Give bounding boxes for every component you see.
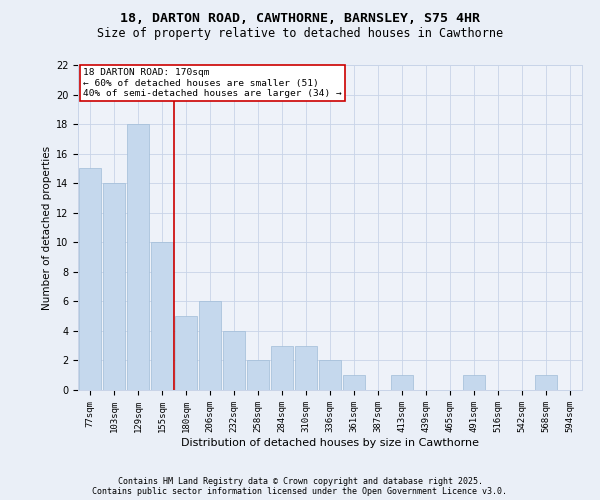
- Bar: [463, 375, 485, 390]
- Bar: [79, 168, 101, 390]
- Y-axis label: Number of detached properties: Number of detached properties: [41, 146, 52, 310]
- Bar: [103, 183, 125, 390]
- Bar: [343, 375, 365, 390]
- Bar: [247, 360, 269, 390]
- Bar: [535, 375, 557, 390]
- Bar: [271, 346, 293, 390]
- Bar: [127, 124, 149, 390]
- X-axis label: Distribution of detached houses by size in Cawthorne: Distribution of detached houses by size …: [181, 438, 479, 448]
- Text: 18, DARTON ROAD, CAWTHORNE, BARNSLEY, S75 4HR: 18, DARTON ROAD, CAWTHORNE, BARNSLEY, S7…: [120, 12, 480, 26]
- Text: Contains public sector information licensed under the Open Government Licence v3: Contains public sector information licen…: [92, 487, 508, 496]
- Bar: [295, 346, 317, 390]
- Bar: [391, 375, 413, 390]
- Text: Contains HM Land Registry data © Crown copyright and database right 2025.: Contains HM Land Registry data © Crown c…: [118, 477, 482, 486]
- Text: 18 DARTON ROAD: 170sqm
← 60% of detached houses are smaller (51)
40% of semi-det: 18 DARTON ROAD: 170sqm ← 60% of detached…: [83, 68, 342, 98]
- Bar: [223, 331, 245, 390]
- Bar: [175, 316, 197, 390]
- Bar: [319, 360, 341, 390]
- Bar: [151, 242, 173, 390]
- Bar: [199, 302, 221, 390]
- Text: Size of property relative to detached houses in Cawthorne: Size of property relative to detached ho…: [97, 28, 503, 40]
